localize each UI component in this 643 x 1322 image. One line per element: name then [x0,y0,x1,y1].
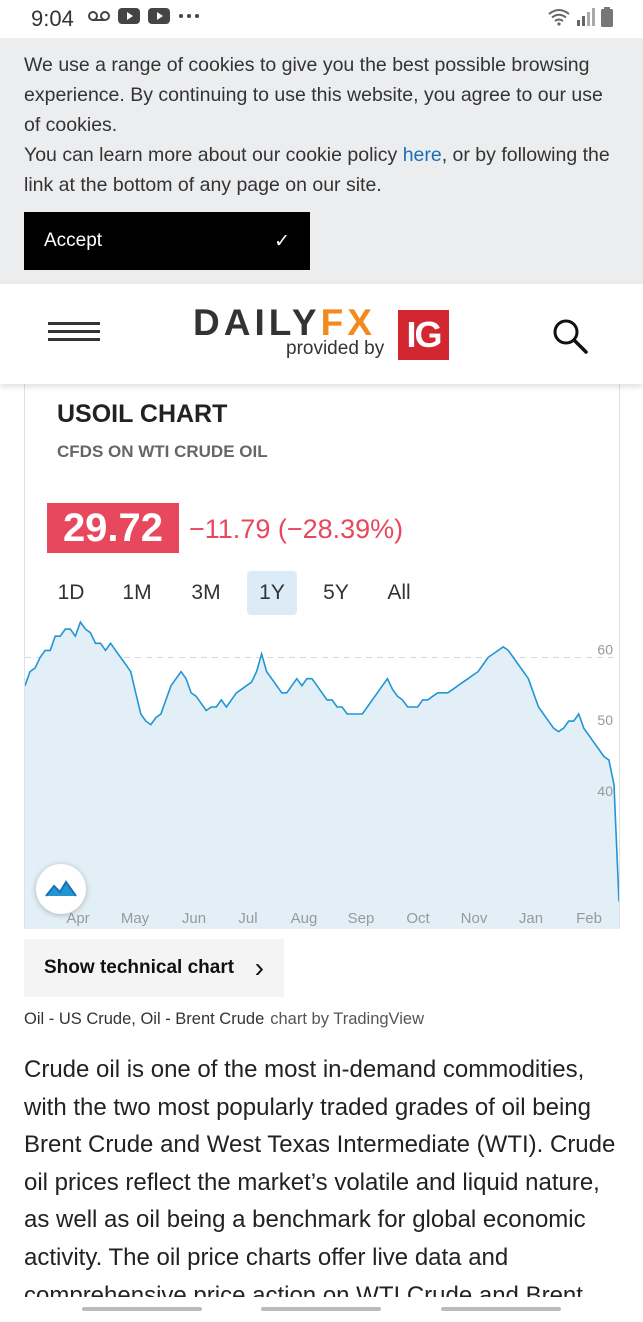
accept-cookies-button[interactable]: Accept ✓ [24,212,310,270]
x-tick-label: Jun [182,910,206,927]
range-tabs: 1D 1M 3M 1Y 5Y All [25,571,619,615]
wifi-icon [548,9,570,26]
x-tick-label: Nov [461,910,488,927]
cookie-policy-link[interactable]: here [402,144,442,166]
dailyfx-logo[interactable]: DAILYFX provided by IG [193,302,453,364]
x-tick-label: Aug [291,910,318,927]
tab-1y[interactable]: 1Y [247,571,297,615]
x-tick-label: Jan [519,910,543,927]
site-header: DAILYFX provided by IG [0,284,643,384]
status-bar: 9:04 [0,0,643,38]
status-time: 9:04 [31,6,74,31]
x-tick-label: May [121,910,150,927]
logo-subtitle: provided by [286,338,385,359]
link-oil-us[interactable]: Oil - US Crude [24,1010,132,1028]
x-tick-label: Apr [66,910,89,927]
chevron-right-icon: › [254,952,264,983]
chart-title: USOIL CHART [57,400,228,428]
chart-subtitle: CFDS ON WTI CRUDE OIL [57,442,268,461]
y-tick-label: 60 [597,641,613,657]
show-technical-chart-button[interactable]: Show technical chart › [24,939,284,997]
y-tick-label: 40 [597,783,613,799]
tab-5y[interactable]: 5Y [323,581,349,604]
ig-logo: IG [398,310,449,360]
signal-icon [577,8,595,26]
tab-1d[interactable]: 1D [57,581,85,604]
youtube-icon [118,8,140,24]
cookie-text: We use a range of cookies to give you th… [24,54,610,196]
voicemail-icon [88,11,110,21]
price-area [25,622,619,929]
tech-button-label: Show technical chart [44,957,235,978]
tab-all[interactable]: All [387,581,411,604]
tab-1m[interactable]: 1M [122,581,152,604]
x-tick-label: Feb [576,910,602,927]
chart-card: USOIL CHART CFDS ON WTI CRUDE OIL 29.72 … [24,384,620,929]
link-oil-brent[interactable]: Oil - Brent Crude [140,1010,265,1028]
tradingview-icon [45,880,77,897]
y-tick-label: 50 [597,712,613,728]
x-tick-label: Jul [238,910,257,927]
price-badge: 29.72 [47,503,179,553]
youtube-icon [148,8,170,24]
tab-3m[interactable]: 3M [191,581,221,604]
more-dots-icon [179,14,199,18]
price-line [25,620,619,902]
related-links: Oil - US Crude, Oil - Brent Crude chart b… [24,1010,425,1028]
article-paragraph: Crude oil is one of the most in-demand c… [24,1056,616,1297]
cookie-banner: We use a range of cookies to give you th… [0,38,643,284]
x-tick-label: Sep [348,910,375,927]
search-icon[interactable] [550,316,590,356]
x-tick-label: Oct [406,910,430,927]
check-icon: ✓ [274,230,290,252]
battery-icon [601,7,613,27]
chart-attribution[interactable]: chart by TradingView [270,1010,425,1028]
price-chart[interactable]: 60 50 40 Apr May Jun Jul Aug Sep Oct Nov Jan Feb [25,615,620,929]
menu-icon[interactable] [48,322,100,344]
system-nav-bar [0,1297,643,1322]
price-change: −11.79 (−28.39%) [189,514,404,544]
tradingview-badge[interactable] [36,864,86,914]
accept-label: Accept [44,230,103,251]
